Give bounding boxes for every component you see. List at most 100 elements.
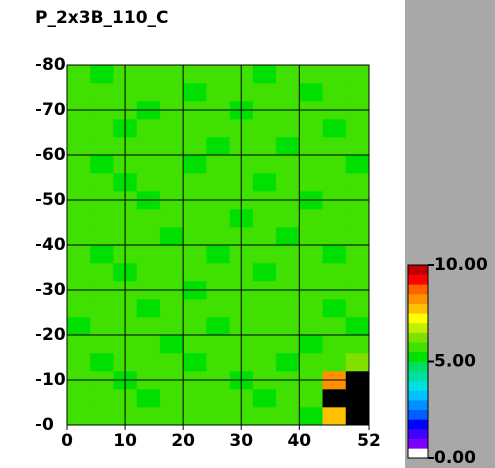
heat-cell xyxy=(322,137,347,156)
heat-cell xyxy=(206,299,230,318)
heat-cell xyxy=(276,389,300,408)
heat-cell xyxy=(345,227,370,246)
heat-cell xyxy=(183,209,207,228)
heat-cell xyxy=(183,155,207,174)
colorbar-step xyxy=(408,342,428,353)
heat-cell xyxy=(322,299,347,318)
heat-cell xyxy=(90,173,114,192)
heat-cell xyxy=(322,227,347,246)
heat-cell xyxy=(90,335,114,354)
heat-cell xyxy=(206,317,230,336)
colorbar-step xyxy=(408,303,428,314)
colorbar-step xyxy=(408,332,428,343)
heat-cell xyxy=(345,353,370,372)
heat-cell xyxy=(206,353,230,372)
heat-cell xyxy=(136,137,161,156)
y-tick-label: 30 xyxy=(42,280,66,300)
heat-cell xyxy=(299,407,323,426)
heat-cell xyxy=(299,389,323,408)
heat-cell xyxy=(276,299,300,318)
heat-cell xyxy=(345,407,370,426)
heat-cell xyxy=(67,335,91,354)
colorbar-step xyxy=(408,322,428,333)
colorbar-step xyxy=(408,274,428,285)
heat-cell xyxy=(345,263,370,282)
heat-cell xyxy=(322,209,347,228)
heat-cell xyxy=(136,209,161,228)
heat-cell xyxy=(252,263,277,282)
heat-cell xyxy=(252,299,277,318)
heat-cell xyxy=(183,173,207,192)
heat-cell xyxy=(322,389,347,408)
heat-cell xyxy=(276,353,300,372)
heat-cell xyxy=(345,299,370,318)
x-tick-label: 0 xyxy=(61,431,73,451)
heat-cell xyxy=(345,119,370,138)
heat-cell xyxy=(206,155,230,174)
heat-cell xyxy=(252,173,277,192)
heat-cell xyxy=(136,227,161,246)
heat-cell xyxy=(183,317,207,336)
heat-cell xyxy=(67,407,91,426)
heat-cell xyxy=(276,137,300,156)
heat-cell xyxy=(90,353,114,372)
heat-cell xyxy=(276,155,300,174)
heat-cell xyxy=(159,263,184,282)
heat-cell xyxy=(183,299,207,318)
heat-cell xyxy=(252,65,277,84)
colorbar-step xyxy=(408,371,428,382)
heat-cell xyxy=(322,317,347,336)
heat-cell xyxy=(67,137,91,156)
heat-cell xyxy=(252,317,277,336)
colorbar-step xyxy=(408,313,428,324)
heat-cell xyxy=(322,245,347,264)
heat-cell xyxy=(322,119,347,138)
y-tick-label: 80 xyxy=(42,55,66,75)
heat-cell xyxy=(252,407,277,426)
heat-cell xyxy=(322,407,347,426)
y-tick-label: 10 xyxy=(42,370,66,390)
x-tick-label: 40 xyxy=(287,431,311,451)
heat-cell xyxy=(299,83,323,102)
heat-cell xyxy=(345,317,370,336)
heat-cell xyxy=(183,353,207,372)
heat-cell xyxy=(252,335,277,354)
colorbar-step xyxy=(408,400,428,411)
heat-cell xyxy=(90,227,114,246)
heat-cell xyxy=(206,335,230,354)
heat-cell xyxy=(136,83,161,102)
heat-cell xyxy=(90,407,114,426)
x-tick-label: 30 xyxy=(229,431,253,451)
x-tick-label: 20 xyxy=(171,431,195,451)
heat-cell xyxy=(159,65,184,84)
heat-cell xyxy=(322,353,347,372)
heat-cell xyxy=(252,389,277,408)
heat-cell xyxy=(322,263,347,282)
heat-cell xyxy=(299,209,323,228)
heat-cell xyxy=(276,227,300,246)
heat-cell xyxy=(322,83,347,102)
y-tick-label: 20 xyxy=(42,325,66,345)
heat-cell xyxy=(252,83,277,102)
x-tick-label: 10 xyxy=(113,431,137,451)
heat-cell xyxy=(90,83,114,102)
heat-cell xyxy=(299,245,323,264)
heat-cell xyxy=(183,407,207,426)
heat-cell xyxy=(90,263,114,282)
heat-cell xyxy=(159,245,184,264)
heat-cell xyxy=(183,65,207,84)
heat-cell xyxy=(299,155,323,174)
heat-cell xyxy=(136,407,161,426)
heat-cell xyxy=(136,245,161,264)
heat-cell xyxy=(322,335,347,354)
heat-cell xyxy=(67,83,91,102)
heat-cell xyxy=(345,389,370,408)
heat-cell xyxy=(276,209,300,228)
heat-cell xyxy=(136,353,161,372)
colorbar-step xyxy=(408,409,428,420)
heat-cell xyxy=(90,209,114,228)
heat-cell xyxy=(322,173,347,192)
heat-cell xyxy=(67,389,91,408)
colorbar-step xyxy=(408,293,428,304)
heat-cell xyxy=(67,65,91,84)
